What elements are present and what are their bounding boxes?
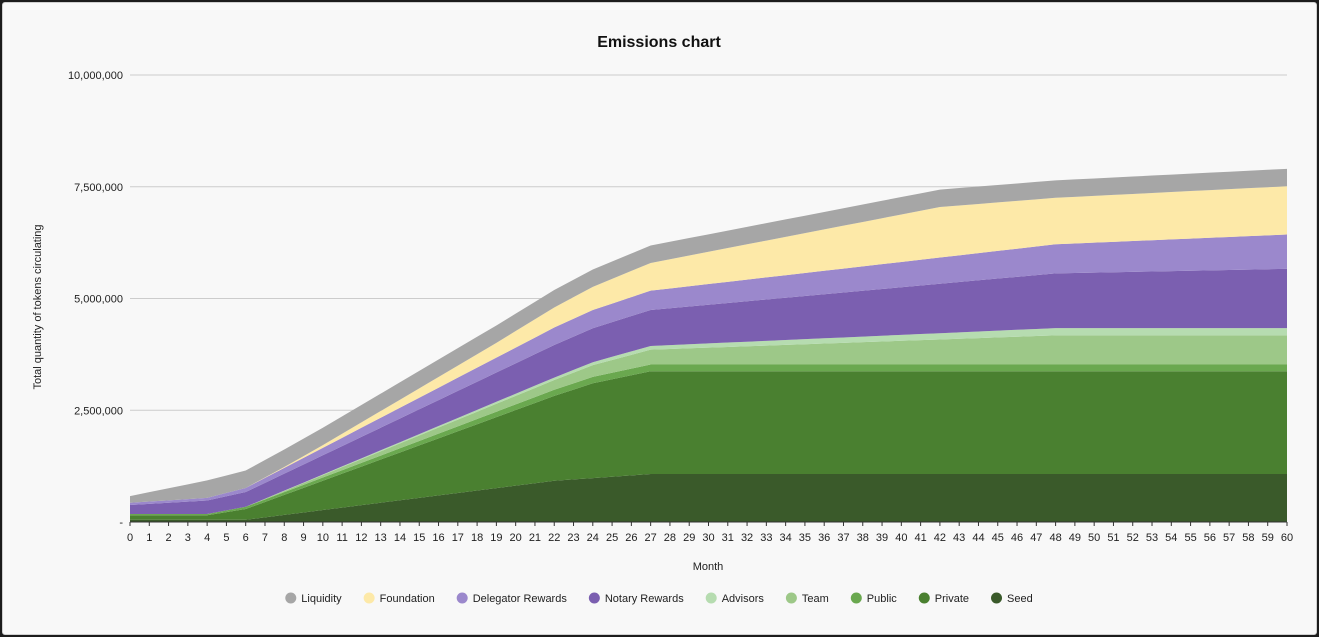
y-axis-label: Total quantity of tokens circulating: [32, 224, 44, 389]
legend-swatch-team: [785, 592, 797, 604]
x-tick-label: 6: [243, 532, 249, 544]
x-tick-label: 26: [625, 532, 637, 544]
x-tick-label: 3: [185, 532, 191, 544]
x-tick-label: 29: [683, 532, 695, 544]
x-tick-label: 51: [1107, 532, 1119, 544]
x-tick-label: 57: [1223, 532, 1235, 544]
legend-swatch-seed: [991, 592, 1003, 604]
x-tick-label: 38: [857, 532, 869, 544]
y-axis-ticks: - 2,500,000 5,000,000 7,500,000 10,000,000: [68, 70, 123, 529]
x-tick-label: 37: [837, 532, 849, 544]
x-tick-label: 17: [452, 532, 464, 544]
x-tick-label: 13: [375, 532, 387, 544]
x-tick-label: 2: [166, 532, 172, 544]
y-tick-label: -: [119, 517, 123, 529]
x-tick-label: 47: [1030, 532, 1042, 544]
x-tick-label: 7: [262, 532, 268, 544]
x-tick-label: 36: [818, 532, 830, 544]
x-tick-label: 1: [146, 532, 152, 544]
x-tick-label: 27: [645, 532, 657, 544]
area-team: [130, 335, 1287, 514]
x-tick-label: 45: [992, 532, 1004, 544]
x-tick-label: 24: [587, 532, 599, 544]
x-tick-label: 48: [1049, 532, 1061, 544]
legend-label: Team: [802, 593, 829, 605]
area-delegator-rewards: [130, 234, 1287, 506]
x-tick-label: 21: [529, 532, 541, 544]
y-tick-label: 10,000,000: [68, 70, 123, 82]
x-tick-label: 49: [1069, 532, 1081, 544]
y-tick-label: 2,500,000: [74, 405, 123, 417]
legend-swatch-foundation: [363, 592, 375, 604]
x-tick-label: 12: [355, 532, 367, 544]
x-tick-label: 43: [953, 532, 965, 544]
x-tick-label: 11: [336, 532, 347, 544]
y-tick-label: 5,000,000: [74, 294, 123, 306]
legend-label: Delegator Rewards: [473, 593, 568, 605]
x-tick-label: 15: [413, 532, 425, 544]
x-tick-label: 42: [934, 532, 946, 544]
x-tick-label: 28: [664, 532, 676, 544]
area-private: [130, 371, 1287, 520]
legend-label: Private: [935, 593, 969, 605]
x-tick-label: 59: [1262, 532, 1274, 544]
legend-label: Foundation: [380, 593, 435, 605]
legend-label: Advisors: [722, 593, 765, 605]
x-axis-label: Month: [693, 561, 724, 573]
legend-swatch-liquidity: [285, 592, 297, 604]
area-notary-rewards: [130, 268, 1287, 514]
legend-label: Notary Rewards: [605, 593, 684, 605]
x-tick-label: 25: [606, 532, 618, 544]
x-tick-label: 39: [876, 532, 888, 544]
legend: Liquidity Foundation Delegator Rewards Nota…: [285, 592, 1033, 605]
x-tick-label: 55: [1184, 532, 1196, 544]
x-tick-label: 30: [702, 532, 714, 544]
x-tick-label: 41: [914, 532, 926, 544]
x-tick-label: 16: [432, 532, 444, 544]
x-tick-label: 4: [204, 532, 210, 544]
x-tick-label: 34: [780, 532, 792, 544]
x-tick-label: 50: [1088, 532, 1100, 544]
x-tick-label: 19: [490, 532, 502, 544]
x-tick-label: 40: [895, 532, 907, 544]
y-tick-label: 7,500,000: [74, 182, 123, 194]
area-foundation: [130, 186, 1287, 503]
x-tick-label: 14: [394, 532, 406, 544]
x-tick-label: 32: [741, 532, 753, 544]
x-axis-ticks: 0 1 2 3 4 5 6 7 8 9 10 11 12 13 14 15 16 17 18 19 20 21 22 23 24…: [127, 522, 1293, 544]
x-tick-label: 33: [760, 532, 772, 544]
x-tick-label: 20: [510, 532, 522, 544]
chart-title: Emissions chart: [597, 34, 721, 51]
legend-swatch-notary-rewards: [588, 592, 600, 604]
area-seed: [130, 474, 1287, 522]
x-tick-label: 52: [1127, 532, 1139, 544]
x-tick-label: 23: [567, 532, 579, 544]
x-tick-label: 5: [223, 532, 229, 544]
legend-swatch-private: [918, 592, 930, 604]
x-tick-label: 60: [1281, 532, 1293, 544]
x-tick-label: 8: [281, 532, 287, 544]
stacked-areas: [130, 168, 1287, 522]
x-tick-label: 53: [1146, 532, 1158, 544]
x-tick-label: 58: [1242, 532, 1254, 544]
x-tick-label: 10: [317, 532, 329, 544]
legend-swatch-public: [850, 592, 862, 604]
x-tick-label: 54: [1165, 532, 1177, 544]
legend-label: Seed: [1007, 593, 1033, 605]
legend-label: Liquidity: [301, 593, 342, 605]
legend-label: Public: [867, 593, 897, 605]
x-tick-label: 18: [471, 532, 483, 544]
x-tick-label: 56: [1204, 532, 1216, 544]
legend-swatch-delegator-rewards: [456, 592, 468, 604]
x-tick-label: 31: [722, 532, 734, 544]
legend-swatch-advisors: [705, 592, 717, 604]
x-tick-label: 35: [799, 532, 811, 544]
area-liquidity: [130, 168, 1287, 503]
x-tick-label: 22: [548, 532, 560, 544]
x-tick-label: 9: [300, 532, 306, 544]
x-tick-label: 46: [1011, 532, 1023, 544]
x-tick-label: 44: [972, 532, 984, 544]
x-tick-label: 0: [127, 532, 133, 544]
